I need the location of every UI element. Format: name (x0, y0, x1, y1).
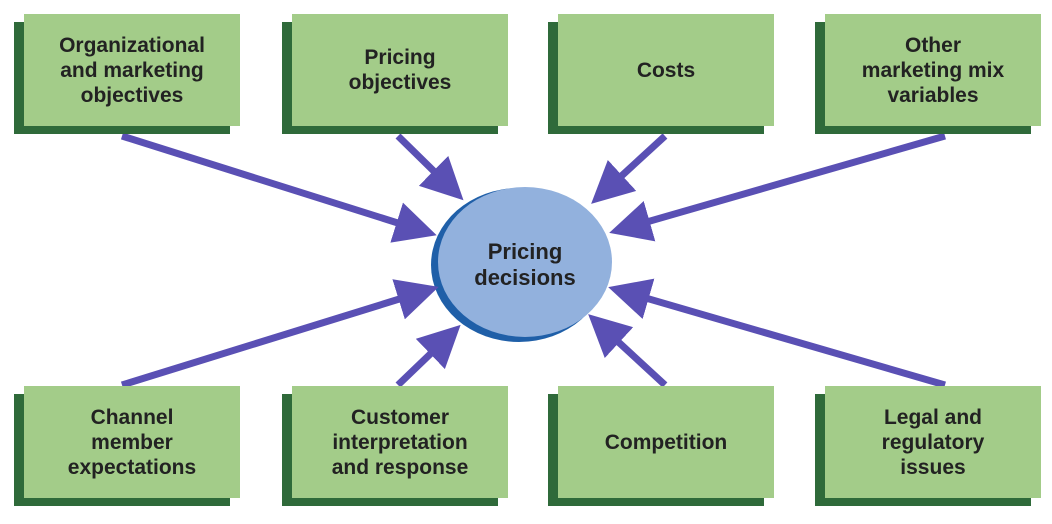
factor-label: Pricing objectives (348, 46, 452, 94)
factor-box-competition: Competition (558, 386, 774, 498)
factor-box-organizational-objectives: Organizational and marketing objectives (24, 14, 240, 126)
center-label: Pricing decisions (474, 239, 576, 290)
factor-label: Competition (604, 430, 728, 454)
factor-label: Channel member expectations (67, 405, 197, 479)
factor-label: Organizational and marketing objectives (59, 33, 205, 107)
factor-box-costs: Costs (558, 14, 774, 126)
arrow-comp (588, 314, 668, 388)
factor-label: Costs (636, 58, 696, 82)
center-circle (438, 187, 612, 337)
arrow-costs (591, 133, 668, 204)
factor-label: Other marketing mix variables (861, 33, 1005, 107)
arrow-org (120, 132, 437, 243)
factor-box-customer-response: Customer interpretation and response (292, 386, 508, 498)
arrow-mix (609, 132, 946, 242)
factor-box-pricing-objectives: Pricing objectives (292, 14, 508, 126)
factor-label: Customer interpretation and response (331, 405, 469, 479)
arrow-customer (395, 324, 461, 388)
factor-box-legal-regulatory: Legal and regulatory issues (825, 386, 1041, 498)
arrow-obj (395, 133, 464, 201)
factor-box-channel-expectations: Channel member expectations (24, 386, 240, 498)
factor-label: Legal and regulatory issues (881, 405, 985, 479)
factor-box-marketing-mix: Other marketing mix variables (825, 14, 1041, 126)
arrow-channel (120, 279, 439, 389)
arrow-legal (608, 278, 946, 389)
